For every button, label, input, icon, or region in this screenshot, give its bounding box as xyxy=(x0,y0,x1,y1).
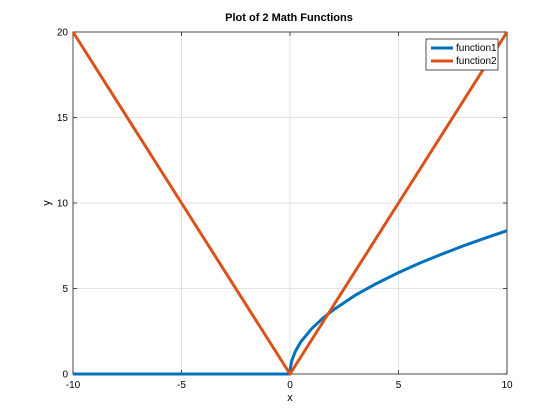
legend-label-function1: function1 xyxy=(456,43,497,54)
y-tick-label: 10 xyxy=(57,199,69,210)
x-tick-label: 10 xyxy=(501,380,513,391)
y-axis-label: y xyxy=(41,200,53,206)
x-tick-label: 0 xyxy=(287,380,293,391)
x-axis-label: x xyxy=(287,392,293,404)
x-tick-label: -5 xyxy=(177,380,186,391)
series-line-function2 xyxy=(71,31,509,376)
y-tick-label: 20 xyxy=(57,28,69,39)
y-tick-label: 0 xyxy=(62,370,68,381)
grid xyxy=(72,31,508,375)
axis-ticks: -10 -5 0 5 10 0 5 10 15 20 xyxy=(57,28,513,392)
legend-label-function2: function2 xyxy=(456,56,497,67)
x-tick-label: 5 xyxy=(396,380,402,391)
chart-title: Plot of 2 Math Functions xyxy=(225,12,353,24)
series-line-function1 xyxy=(73,229,508,376)
x-tick-label: -10 xyxy=(66,380,81,391)
y-tick-label: 15 xyxy=(57,113,69,124)
legend-box xyxy=(425,38,499,71)
y-tick-label: 5 xyxy=(62,284,68,295)
legend: function1 function2 xyxy=(425,38,499,71)
series xyxy=(71,31,509,376)
